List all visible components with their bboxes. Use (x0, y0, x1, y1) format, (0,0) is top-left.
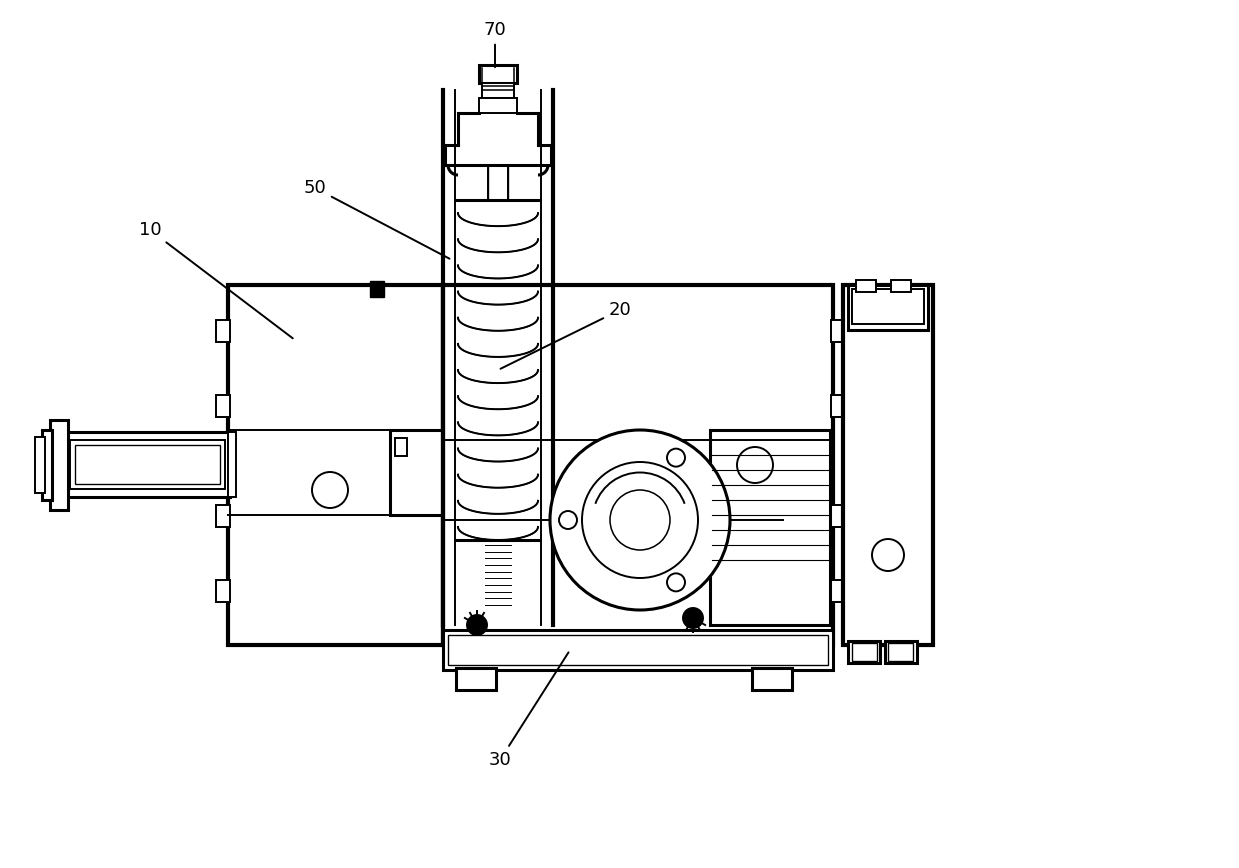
Bar (484, 540, 510, 610)
Circle shape (312, 472, 348, 508)
Bar (444, 285, 833, 645)
Bar (856, 280, 876, 292)
Bar (216, 505, 230, 527)
Bar (847, 641, 880, 663)
Bar (482, 83, 514, 98)
Text: 50: 50 (304, 179, 450, 259)
Bar (710, 430, 830, 625)
Bar (888, 643, 913, 661)
Bar (216, 580, 230, 602)
Text: 30: 30 (488, 653, 569, 769)
Circle shape (667, 574, 685, 591)
Text: 70: 70 (483, 21, 507, 67)
Circle shape (610, 490, 670, 550)
Bar (885, 641, 917, 663)
Bar (852, 643, 877, 661)
Bar (64, 432, 230, 497)
Bar (479, 65, 517, 83)
Bar (69, 440, 225, 489)
Bar (456, 668, 496, 690)
Bar (370, 281, 384, 297)
Circle shape (582, 462, 698, 578)
Bar (843, 285, 933, 645)
Bar (76, 445, 221, 484)
Bar (444, 630, 833, 670)
Bar (216, 395, 230, 417)
Bar (482, 613, 514, 625)
Bar (831, 505, 845, 527)
Text: 20: 20 (501, 301, 632, 369)
Circle shape (683, 608, 703, 628)
Bar (752, 668, 792, 690)
Circle shape (467, 615, 487, 635)
Text: 10: 10 (139, 221, 292, 339)
Bar (831, 395, 845, 417)
Bar (42, 430, 52, 500)
Bar (228, 432, 235, 497)
Bar (50, 420, 68, 510)
Bar (228, 285, 444, 645)
Circle shape (872, 539, 904, 571)
Bar (478, 610, 518, 628)
Bar (390, 430, 444, 515)
Bar (831, 320, 845, 342)
Bar (831, 580, 845, 602)
Bar (891, 280, 911, 292)
Bar (449, 635, 828, 665)
Circle shape (550, 430, 730, 610)
Circle shape (737, 447, 773, 483)
Bar (852, 289, 924, 324)
Bar (395, 438, 406, 456)
Circle shape (559, 511, 577, 529)
Bar (847, 285, 928, 330)
Bar (488, 165, 508, 200)
Circle shape (667, 449, 685, 467)
Bar (479, 98, 517, 113)
Bar (35, 437, 45, 493)
Bar (216, 320, 230, 342)
